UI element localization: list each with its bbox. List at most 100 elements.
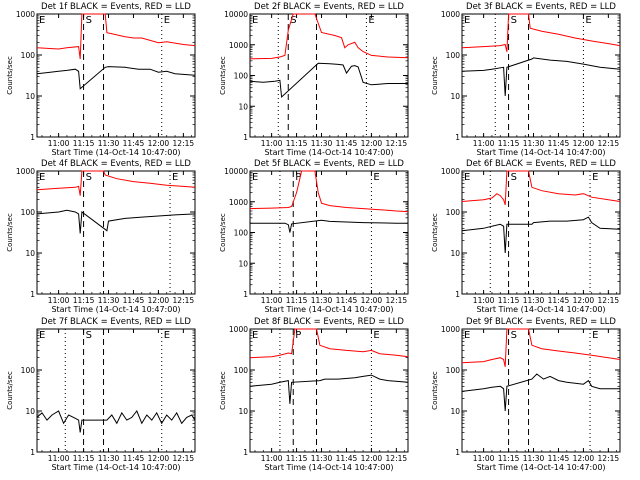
y-tick-label: 1000 (441, 10, 460, 19)
y-tick-label: 1 (243, 290, 248, 299)
panel-title: Det 1f BLACK = Events, RED = LLD (41, 2, 191, 12)
x-tick-label: 12:15 (173, 454, 195, 463)
x-tick-label: 11:30 (311, 139, 333, 148)
y-tick-label: 1000 (229, 198, 248, 207)
black-series-line (36, 66, 196, 90)
y-tick-label: 10 (450, 249, 460, 258)
x-tick-label: 11:15 (498, 139, 520, 148)
x-tick-label: 11:30 (98, 454, 120, 463)
plot-frame (249, 328, 409, 453)
marker-label: E (252, 330, 258, 341)
panel-title: Det 5f BLACK = Events, RED = LLD (254, 159, 404, 169)
y-tick-label: 10 (450, 407, 460, 416)
detector-panel-1: Det 1f BLACK = Events, RED = LLD E S E 1 10 10… (6, 2, 196, 157)
y-axis-label: Counts/sec (6, 213, 14, 252)
y-tick-label: 10 (25, 249, 35, 258)
detector-panel-7: Det 7f BLACK = Events, RED = LLD E S E 1 10 10… (6, 317, 196, 472)
x-tick-label: 11:00 (473, 454, 495, 463)
plot-frame (36, 170, 196, 295)
plot-frame (36, 328, 196, 453)
x-axis-label: Start Time (14-Oct-14 10:47:00) (264, 463, 393, 472)
x-tick-label: 12:00 (573, 296, 595, 305)
y-tick-label: 1 (243, 448, 248, 457)
y-tick-label: 100 (21, 366, 36, 375)
y-axis-label: Counts/sec (431, 371, 439, 410)
x-tick-label: 11:30 (311, 454, 333, 463)
x-tick-label: 11:30 (523, 454, 545, 463)
x-tick-label: 11:15 (286, 296, 308, 305)
x-tick-label: 11:45 (548, 454, 570, 463)
y-tick-label: 10000 (224, 10, 248, 19)
x-tick-label: 11:00 (48, 454, 70, 463)
x-tick-label: 11:45 (336, 139, 358, 148)
panel-title: Det 2f BLACK = Events, RED = LLD (254, 2, 404, 12)
panel-title: Det 9f BLACK = Events, RED = LLD (466, 317, 616, 327)
marker-label: E (592, 330, 598, 341)
x-tick-label: 12:15 (173, 139, 195, 148)
red-series-line (36, 13, 196, 60)
x-tick-label: 12:15 (598, 296, 620, 305)
y-tick-label: 1 (243, 133, 248, 142)
x-tick-label: 12:15 (386, 139, 408, 148)
y-tick-label: 1 (30, 133, 35, 142)
marker-label: S (86, 330, 92, 341)
marker-label: S (511, 172, 517, 183)
x-axis-label: Start Time (14-Oct-14 10:47:00) (476, 305, 605, 314)
marker-label: E (464, 15, 470, 26)
marker-label: P (295, 172, 301, 183)
y-tick-label: 1000 (229, 325, 248, 334)
x-tick-label: 11:30 (523, 139, 545, 148)
panel-title: Det 6f BLACK = Events, RED = LLD (466, 159, 616, 169)
y-axis-label: Counts/sec (6, 56, 14, 95)
x-tick-label: 11:15 (73, 139, 95, 148)
detector-panel-6: Det 6f BLACK = Events, RED = LLD E S E 1 10 10… (431, 159, 621, 314)
y-tick-label: 100 (446, 366, 461, 375)
y-tick-label: 1000 (16, 10, 35, 19)
x-tick-label: 11:00 (48, 296, 70, 305)
x-tick-label: 11:45 (123, 296, 145, 305)
black-series-line (461, 216, 621, 254)
marker-label: E (373, 172, 379, 183)
marker-label: E (464, 330, 470, 341)
detector-panel-2: Det 2f BLACK = Events, RED = LLD E S E 1 10 10… (219, 2, 409, 157)
x-tick-label: 12:15 (598, 454, 620, 463)
y-tick-label: 1 (455, 290, 460, 299)
x-tick-label: 12:00 (148, 139, 170, 148)
x-axis-label: Start Time (14-Oct-14 10:47:00) (264, 148, 393, 157)
red-series-line (461, 328, 621, 367)
y-tick-label: 10 (25, 407, 35, 416)
x-axis-label: Start Time (14-Oct-14 10:47:00) (51, 305, 180, 314)
marker-label: E (39, 15, 45, 26)
red-series-line (36, 170, 196, 196)
y-tick-label: 100 (234, 366, 249, 375)
x-tick-label: 11:45 (123, 454, 145, 463)
black-series-line (36, 410, 196, 433)
x-tick-label: 12:15 (386, 296, 408, 305)
x-tick-label: 11:15 (286, 454, 308, 463)
red-series-line (249, 328, 409, 359)
x-tick-label: 12:15 (173, 296, 195, 305)
x-tick-label: 12:00 (573, 454, 595, 463)
y-tick-label: 10000 (224, 167, 248, 176)
x-tick-label: 11:30 (98, 296, 120, 305)
y-axis-label: Counts/sec (6, 371, 14, 410)
x-tick-label: 11:15 (73, 454, 95, 463)
black-series-line (461, 57, 621, 97)
x-tick-label: 11:15 (498, 296, 520, 305)
x-tick-label: 11:45 (548, 296, 570, 305)
panel-title: Det 8f BLACK = Events, RED = LLD (254, 317, 404, 327)
x-axis-label: Start Time (14-Oct-14 10:47:00) (476, 148, 605, 157)
detector-panel-9: Det 9f BLACK = Events, RED = LLD E S E 1 10 10… (431, 317, 621, 472)
x-tick-label: 12:00 (361, 296, 383, 305)
detector-panel-4: Det 4f BLACK = Events, RED = LLD E S E 1 10 10… (6, 159, 196, 314)
plot-frame (461, 170, 621, 295)
plot-frame (36, 13, 196, 138)
marker-label: E (373, 330, 379, 341)
y-tick-label: 10 (238, 259, 248, 268)
detector-panel-8: Det 8f BLACK = Events, RED = LLD E P E 1 10 10… (219, 317, 409, 472)
y-tick-label: 1000 (441, 325, 460, 334)
x-tick-label: 11:15 (73, 296, 95, 305)
red-series-line (249, 170, 409, 213)
y-tick-label: 1 (30, 290, 35, 299)
